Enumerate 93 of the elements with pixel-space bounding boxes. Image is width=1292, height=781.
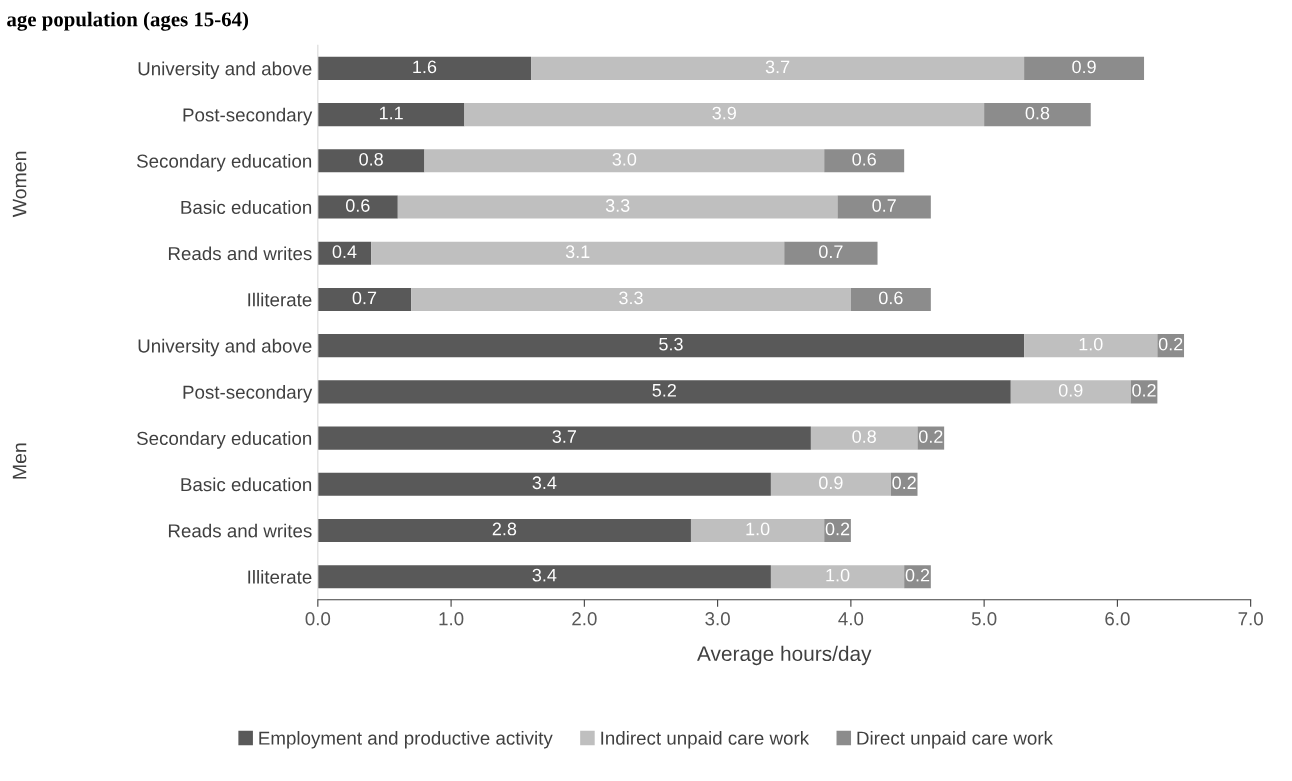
x-tick-label: 5.0 bbox=[971, 612, 997, 626]
text: Women bbox=[12, 151, 27, 218]
bar bbox=[411, 287, 851, 311]
y-tick-label: Basic education bbox=[181, 200, 312, 215]
bar bbox=[317, 287, 412, 311]
data-label: 0.4 bbox=[332, 245, 357, 259]
y-tick-label: Secondary education bbox=[136, 154, 312, 172]
data-label: 5.3 bbox=[659, 337, 683, 351]
legend-label: Indirect unpaid care work bbox=[601, 731, 810, 749]
text: age population (ages 15-64) bbox=[7, 11, 249, 31]
bar bbox=[1024, 334, 1158, 358]
y-tick-label: Reads and writes bbox=[168, 246, 312, 261]
bar bbox=[1010, 380, 1131, 404]
data-label: 0.7 bbox=[819, 245, 843, 259]
data-label: 0.9 bbox=[819, 476, 843, 490]
bar bbox=[317, 241, 372, 265]
data-label: 1.0 bbox=[826, 568, 850, 582]
data-label: 0.6 bbox=[879, 291, 903, 305]
data-label: 3.0 bbox=[612, 152, 637, 166]
text: Men bbox=[12, 443, 27, 479]
data-label: 3.7 bbox=[552, 430, 577, 443]
data-label: 0.2 bbox=[918, 430, 943, 443]
x-axis-title: Average hours/day bbox=[697, 645, 872, 666]
bar bbox=[397, 195, 838, 219]
bar bbox=[837, 195, 931, 219]
data-label: 0.2 bbox=[892, 476, 916, 490]
data-label: 0.9 bbox=[1072, 60, 1096, 74]
y-tick-label: Illiterate bbox=[248, 292, 312, 307]
bar bbox=[317, 518, 691, 543]
data-label: 0.2 bbox=[1158, 337, 1183, 351]
bar bbox=[317, 56, 532, 80]
y-tick-label: Basic education bbox=[181, 477, 312, 492]
data-label: 0.8 bbox=[359, 152, 383, 166]
x-tick-label: 1.0 bbox=[439, 612, 464, 626]
x-tick-label: 4.0 bbox=[838, 612, 864, 626]
x-tick-label: 3.0 bbox=[705, 612, 730, 626]
data-label: 0.8 bbox=[1025, 106, 1050, 120]
y-tick-label: Secondary education bbox=[136, 431, 312, 449]
data-label: 0.6 bbox=[852, 152, 876, 166]
data-label: 0.8 bbox=[852, 430, 876, 443]
legend-label: Employment and productive activity bbox=[259, 731, 553, 749]
y-tick-label: Post-secondary bbox=[183, 107, 313, 126]
bar bbox=[784, 241, 878, 265]
data-label: 1.0 bbox=[1079, 337, 1103, 351]
bar bbox=[317, 472, 771, 496]
data-label: 0.7 bbox=[872, 199, 896, 212]
data-label: 3.7 bbox=[765, 60, 790, 74]
y-tick-label: University and above bbox=[138, 338, 312, 357]
data-label: 3.4 bbox=[532, 568, 557, 582]
bar bbox=[531, 56, 1025, 80]
bar bbox=[317, 380, 1011, 404]
bar bbox=[810, 426, 918, 450]
bar bbox=[464, 103, 985, 127]
bar bbox=[850, 287, 931, 311]
data-label: 3.1 bbox=[565, 245, 590, 259]
data-label: 3.3 bbox=[619, 291, 643, 305]
data-label: 3.9 bbox=[712, 106, 736, 120]
data-label: 0.2 bbox=[1132, 383, 1156, 397]
x-tick-label: 7.0 bbox=[1238, 612, 1263, 626]
bar bbox=[317, 103, 465, 127]
bar bbox=[424, 149, 825, 173]
bar bbox=[690, 518, 825, 543]
bar bbox=[317, 334, 1025, 358]
data-label: 1.1 bbox=[379, 106, 403, 120]
y-tick-label: University and above bbox=[138, 61, 312, 80]
data-label: 2.8 bbox=[492, 522, 517, 536]
x-tick-label: 0.0 bbox=[305, 612, 331, 626]
bar bbox=[824, 149, 905, 173]
data-label: 0.7 bbox=[352, 291, 377, 305]
x-tick-label: 6.0 bbox=[1105, 612, 1130, 626]
legend-label: Direct unpaid care work bbox=[857, 731, 1053, 749]
bar bbox=[770, 565, 905, 589]
data-label: 0.9 bbox=[1058, 383, 1083, 397]
bar bbox=[317, 565, 771, 589]
bar bbox=[317, 195, 398, 219]
y-tick-label: Reads and writes bbox=[168, 523, 312, 538]
data-label: 3.4 bbox=[532, 476, 557, 490]
y-tick-label: Post-secondary bbox=[183, 385, 313, 403]
data-label: 3.3 bbox=[605, 199, 630, 212]
bar bbox=[1024, 56, 1145, 80]
data-label: 1.0 bbox=[746, 522, 770, 536]
bar bbox=[371, 241, 785, 265]
data-label: 5.2 bbox=[652, 383, 676, 397]
data-label: 1.6 bbox=[413, 60, 437, 74]
data-label: 0.6 bbox=[345, 199, 370, 212]
data-label: 0.2 bbox=[825, 522, 850, 536]
data-label: 0.2 bbox=[905, 568, 930, 582]
y-tick-label: Illiterate bbox=[248, 569, 312, 584]
x-tick-label: 2.0 bbox=[572, 612, 597, 626]
bar bbox=[317, 426, 811, 450]
bar bbox=[770, 472, 891, 496]
bar bbox=[984, 103, 1091, 127]
bar bbox=[317, 149, 425, 173]
